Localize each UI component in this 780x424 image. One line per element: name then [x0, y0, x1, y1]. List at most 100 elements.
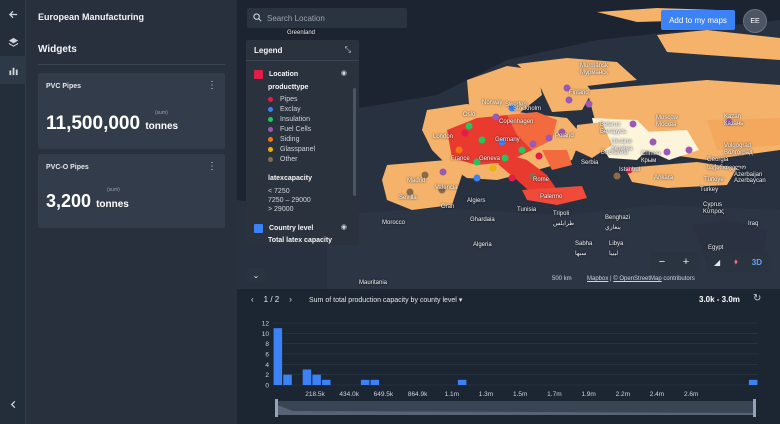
- place-label: Georgia: [707, 157, 729, 163]
- x-tick-label: 434.0k: [339, 391, 359, 398]
- chevron-left-icon[interactable]: ‹: [251, 295, 254, 304]
- widget-value-number: 11,500,000: [46, 113, 141, 134]
- caret-down-icon: ▾: [458, 297, 463, 304]
- legend-swatch: [268, 147, 273, 152]
- legend-item-label: Other: [280, 156, 298, 163]
- metric-select[interactable]: Sum of total production capacity by coun…: [309, 296, 462, 304]
- place-label: Казань: [724, 121, 744, 127]
- search-icon: [253, 12, 262, 24]
- x-tick-label: 1.9m: [581, 391, 595, 398]
- brush-handle-left[interactable]: [275, 399, 278, 417]
- place-label: Беларусь: [600, 129, 627, 135]
- legend-swatch: [268, 97, 273, 102]
- brush-handle-right[interactable]: [753, 399, 756, 417]
- legend-item: Fuel Cells: [268, 126, 311, 133]
- back-arrow-icon[interactable]: [0, 0, 26, 28]
- place-label: Geneva: [479, 156, 501, 162]
- compass-icon[interactable]: ⬧: [734, 257, 738, 266]
- add-to-my-maps-button[interactable]: Add to my maps: [661, 10, 735, 30]
- place-label: Valencia: [435, 185, 458, 191]
- layer-label: Location: [269, 71, 299, 78]
- divider: [38, 64, 225, 65]
- producttype-heading: producttype: [268, 84, 309, 91]
- histogram-bar[interactable]: [322, 379, 331, 385]
- country-sub: Total latex capacity: [268, 237, 333, 244]
- place-label: Stockholm: [513, 106, 542, 112]
- place-label: Crimea: [641, 151, 661, 157]
- place-label: საქართველო: [707, 165, 747, 171]
- widget-value: 11,500,000 tonnes: [46, 113, 178, 135]
- divider: [246, 60, 359, 61]
- place-label: Egypt: [708, 245, 724, 251]
- avatar[interactable]: EE: [743, 9, 767, 33]
- y-tick-label: 6: [265, 352, 269, 359]
- place-label: Ankara: [654, 175, 674, 181]
- y-tick-label: 8: [265, 341, 269, 348]
- legend-item-label: Exclay: [280, 106, 301, 113]
- place-label: Algiers: [467, 198, 486, 204]
- histogram-bar[interactable]: [748, 379, 758, 385]
- place-label: سبها: [575, 251, 587, 257]
- place-label: Kazan: [724, 114, 742, 120]
- search-input[interactable]: Search Location: [247, 8, 407, 28]
- layers-icon[interactable]: [0, 28, 26, 56]
- more-vert-icon[interactable]: ⋮: [207, 80, 217, 91]
- widget-title: PVC Pipes: [46, 83, 82, 90]
- layer-country: Country level: [254, 224, 313, 233]
- histogram-bar[interactable]: [283, 374, 292, 385]
- refresh-icon[interactable]: ↻: [753, 293, 762, 304]
- x-tick-label: 2.6m: [684, 391, 698, 398]
- scale-bar: 500 km: [552, 276, 572, 282]
- collapse-icon[interactable]: ⤡: [344, 45, 351, 54]
- chevron-down-icon[interactable]: ⌄: [247, 268, 265, 282]
- place-label: Ghardaia: [470, 217, 495, 223]
- country-layer-icon: [254, 224, 263, 233]
- legend-swatch: [268, 117, 273, 122]
- widget-value: 3,200 tonnes: [46, 191, 129, 212]
- more-vert-icon[interactable]: ⋮: [207, 161, 217, 172]
- histogram-bar[interactable]: [302, 369, 312, 386]
- histogram-bar[interactable]: [457, 379, 467, 385]
- place-label: Palermo: [540, 194, 563, 200]
- osm-link[interactable]: © OpenStreetMap: [613, 276, 662, 282]
- mapbox-link[interactable]: Mapbox: [587, 276, 609, 282]
- zoom-in-button[interactable]: +: [682, 256, 690, 268]
- terrain-icon[interactable]: ◢: [714, 257, 721, 267]
- place-label: Belarus: [600, 122, 621, 128]
- histogram-bar[interactable]: [273, 328, 283, 385]
- 3d-toggle-button[interactable]: 3D: [751, 257, 762, 267]
- place-label: Azerbaijan: [734, 172, 763, 178]
- place-label: Iraq: [748, 221, 759, 227]
- visibility-eye-icon[interactable]: ◉: [340, 224, 347, 231]
- place-label: Volgograd: [724, 143, 752, 149]
- histogram-bar[interactable]: [312, 374, 321, 385]
- location-layer-icon: [254, 70, 263, 79]
- place-label: Волгоград: [724, 150, 753, 156]
- widget-card-pvc-o-pipes: PVC-O Pipes ⋮ (sum) 3,200 tonnes: [38, 154, 225, 228]
- search-placeholder: Search Location: [267, 13, 325, 23]
- histogram-bar[interactable]: [360, 379, 370, 385]
- histogram-widget: ‹ 1 / 2 › Sum of total production capaci…: [237, 289, 780, 424]
- x-tick-label: 1.1m: [445, 391, 459, 398]
- legend-panel: Legend ⤡ Location ◉ producttype Pipes Exc…: [246, 40, 359, 245]
- legend-item-label: Glasspanel: [280, 146, 316, 153]
- zoom-controls: − +: [650, 252, 698, 272]
- visibility-eye-icon[interactable]: ◉: [340, 70, 347, 77]
- bar-chart-icon[interactable]: [0, 56, 26, 84]
- zoom-out-button[interactable]: −: [658, 256, 666, 268]
- legend-swatch: [268, 107, 273, 112]
- place-label: Sweden: [505, 102, 527, 108]
- location-points: [406, 84, 733, 196]
- widget-card-pvc-pipes: PVC Pipes ⋮ (sum) 11,500,000 tonnes: [38, 73, 225, 149]
- legend-scrollbar[interactable]: [353, 88, 356, 196]
- histogram-bar[interactable]: [370, 379, 380, 385]
- place-label: Москва: [656, 122, 677, 128]
- place-label: Benghazi: [605, 215, 631, 221]
- attribution-separator: |: [610, 276, 612, 282]
- chevron-right-icon[interactable]: ›: [289, 295, 292, 304]
- place-label: Мурманск: [580, 70, 608, 76]
- legend-item: Other: [268, 156, 298, 163]
- map-view[interactable]: Greenland Murmansk Мурманск Norway Finland Sw…: [237, 0, 780, 289]
- collapse-left-icon[interactable]: [0, 390, 26, 418]
- place-label: طرابلس: [553, 221, 575, 227]
